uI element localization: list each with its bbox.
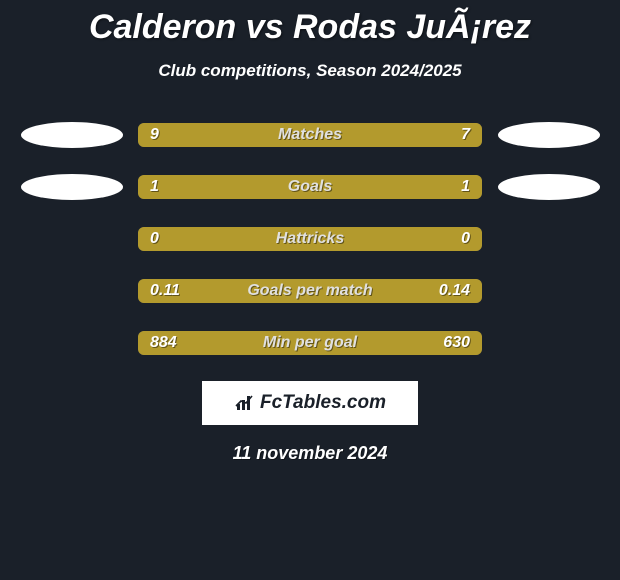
- stat-row: Goals1 1: [0, 173, 620, 201]
- team-badge-left: [19, 122, 124, 148]
- badge-ellipse-icon: [498, 174, 600, 200]
- stat-value-left: 9: [150, 123, 159, 147]
- badge-ellipse-icon: [21, 122, 123, 148]
- badge-ellipse-icon: [21, 174, 123, 200]
- stat-row: Goals per match0.11 0.14: [0, 277, 620, 305]
- stat-value-right: 0.14: [439, 279, 470, 303]
- stat-bar: Goals1 1: [138, 175, 482, 199]
- page-title: Calderon vs Rodas JuÃ¡rez: [0, 0, 620, 47]
- team-badge-left: [19, 174, 124, 200]
- stat-bar: Matches9 7: [138, 123, 482, 147]
- date-text: 11 november 2024: [0, 443, 620, 464]
- stat-rows: Matches9 7 Goals1 1 Hattricks0 0 Goals per mat…: [0, 121, 620, 357]
- stat-value-right: 630: [443, 331, 470, 355]
- badge-ellipse-icon: [498, 122, 600, 148]
- stat-label: Hattricks: [138, 227, 482, 251]
- page-subtitle: Club competitions, Season 2024/2025: [0, 61, 620, 81]
- stat-value-right: 7: [461, 123, 470, 147]
- stat-row: Hattricks0 0: [0, 225, 620, 253]
- team-badge-right: [496, 122, 601, 148]
- stat-label: Min per goal: [138, 331, 482, 355]
- stat-row: Matches9 7: [0, 121, 620, 149]
- stat-value-right: 0: [461, 227, 470, 251]
- stat-bar: Hattricks0 0: [138, 227, 482, 251]
- stat-value-left: 884: [150, 331, 177, 355]
- brand-text: FcTables.com: [260, 392, 386, 414]
- stat-bar: Goals per match0.11 0.14: [138, 279, 482, 303]
- stat-value-left: 0.11: [150, 279, 180, 303]
- stat-value-right: 1: [461, 175, 470, 199]
- team-badge-right: [496, 174, 601, 200]
- brand-box: FcTables.com: [202, 381, 418, 425]
- stat-value-left: 0: [150, 227, 159, 251]
- stat-row: Min per goal884 630: [0, 329, 620, 357]
- stat-label: Matches: [138, 123, 482, 147]
- bar-chart-icon: [234, 394, 256, 412]
- stat-bar: Min per goal884 630: [138, 331, 482, 355]
- stat-label: Goals: [138, 175, 482, 199]
- stat-label: Goals per match: [138, 279, 482, 303]
- stat-value-left: 1: [150, 175, 159, 199]
